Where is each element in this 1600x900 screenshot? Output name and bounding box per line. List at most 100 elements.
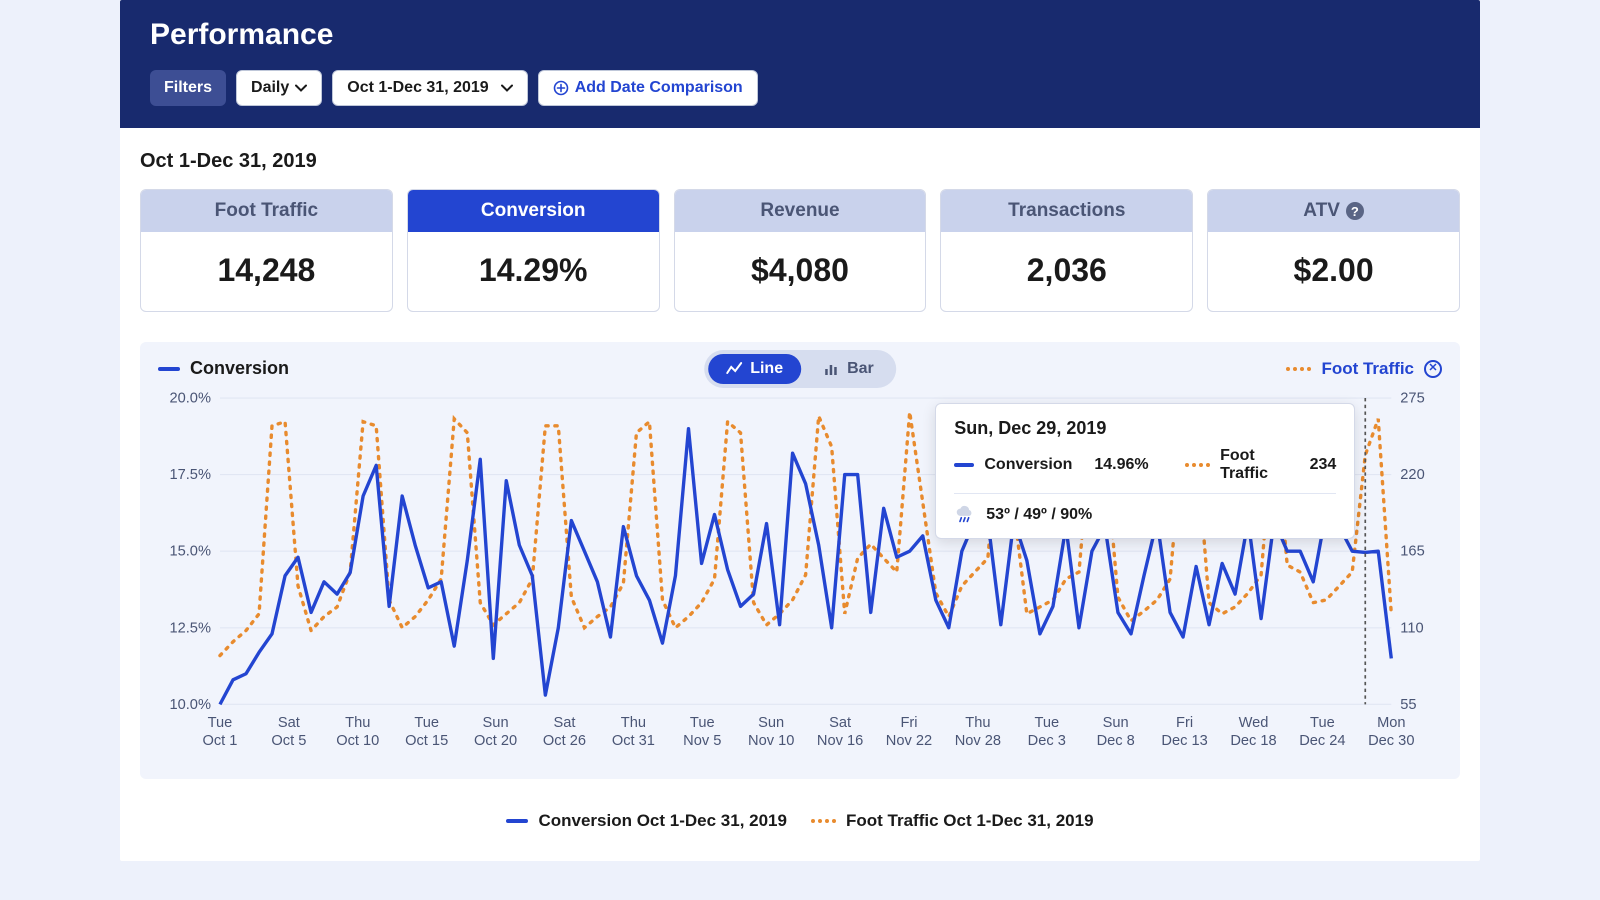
svg-text:Tue: Tue xyxy=(414,715,439,731)
filters-label: Filters xyxy=(164,79,212,97)
legend-b: Foot Traffic Oct 1-Dec 31, 2019 xyxy=(811,811,1094,831)
svg-text:Nov 16: Nov 16 xyxy=(817,733,863,749)
kpi-value: 14,248 xyxy=(141,232,392,311)
kpi-row: Foot Traffic14,248Conversion14.29%Revenu… xyxy=(140,189,1460,312)
body: Oct 1-Dec 31, 2019 Foot Traffic14,248Con… xyxy=(120,128,1480,861)
line-chart-icon xyxy=(726,361,742,377)
header: Performance Filters Daily Oct 1-Dec 31, … xyxy=(120,0,1480,128)
svg-text:Dec 8: Dec 8 xyxy=(1097,733,1135,749)
chart-tooltip: Sun, Dec 29, 2019 Conversion 14.96% Foot… xyxy=(935,403,1355,539)
series-right-label: Foot Traffic xyxy=(1321,359,1414,379)
kpi-header: ATV? xyxy=(1208,190,1459,232)
kpi-header: Transactions xyxy=(941,190,1192,232)
chart-type-toggle: Line Bar xyxy=(704,350,896,388)
daterange-label: Oct 1-Dec 31, 2019 xyxy=(347,79,488,97)
plot-area[interactable]: 10.0%12.5%15.0%17.5%20.0%55110165220275T… xyxy=(158,389,1442,761)
tooltip-values: Conversion 14.96% Foot Traffic 234 xyxy=(954,447,1336,494)
svg-text:20.0%: 20.0% xyxy=(169,391,210,407)
page-title: Performance xyxy=(150,18,1450,52)
line-swatch-icon xyxy=(158,367,180,371)
svg-text:Tue: Tue xyxy=(1310,715,1335,731)
svg-text:Oct 26: Oct 26 xyxy=(543,733,586,749)
kpi-label: Foot Traffic xyxy=(215,200,318,222)
remove-series-button[interactable]: ✕ xyxy=(1424,360,1442,378)
legend-b-text: Foot Traffic Oct 1-Dec 31, 2019 xyxy=(846,811,1094,831)
svg-text:Dec 13: Dec 13 xyxy=(1161,733,1207,749)
filters-button[interactable]: Filters xyxy=(150,70,226,106)
svg-text:15.0%: 15.0% xyxy=(169,544,210,560)
kpi-card-transactions[interactable]: Transactions2,036 xyxy=(940,189,1193,312)
tooltip-conv-value: 14.96% xyxy=(1094,456,1148,474)
tooltip-conv-label: Conversion xyxy=(984,456,1072,474)
svg-text:Wed: Wed xyxy=(1239,715,1269,731)
svg-text:Fri: Fri xyxy=(900,715,917,731)
kpi-label: Revenue xyxy=(760,200,839,222)
tooltip-ft-value: 234 xyxy=(1310,456,1337,474)
footer-legend: Conversion Oct 1-Dec 31, 2019 Foot Traff… xyxy=(140,811,1460,831)
svg-text:55: 55 xyxy=(1400,697,1416,713)
kpi-card-atv[interactable]: ATV?$2.00 xyxy=(1207,189,1460,312)
svg-text:Mon: Mon xyxy=(1377,715,1405,731)
svg-text:Oct 20: Oct 20 xyxy=(474,733,517,749)
line-swatch-icon xyxy=(954,463,974,467)
svg-text:Oct 1: Oct 1 xyxy=(202,733,237,749)
help-icon[interactable]: ? xyxy=(1346,202,1364,220)
svg-text:Oct 5: Oct 5 xyxy=(271,733,306,749)
svg-text:Sat: Sat xyxy=(829,715,851,731)
kpi-card-foot-traffic[interactable]: Foot Traffic 14,248 xyxy=(140,189,393,312)
svg-text:Oct 31: Oct 31 xyxy=(612,733,655,749)
kpi-label: Transactions xyxy=(1008,200,1125,222)
line-toggle-label: Line xyxy=(750,360,783,378)
kpi-card-revenue[interactable]: Revenue $4,080 xyxy=(674,189,927,312)
chevron-down-icon xyxy=(501,82,513,94)
series-right: Foot Traffic ✕ xyxy=(1286,359,1442,379)
svg-text:Sun: Sun xyxy=(1103,715,1129,731)
tooltip-weather-text: 53º / 49º / 90% xyxy=(986,506,1092,524)
line-toggle[interactable]: Line xyxy=(708,354,801,384)
svg-text:Nov 28: Nov 28 xyxy=(955,733,1001,749)
dotted-swatch-icon xyxy=(1286,367,1311,371)
svg-text:Oct 10: Oct 10 xyxy=(336,733,379,749)
daterange-select[interactable]: Oct 1-Dec 31, 2019 xyxy=(332,70,527,106)
kpi-label: Conversion xyxy=(481,200,586,222)
kpi-value: 14.29% xyxy=(408,232,659,311)
dotted-swatch-icon xyxy=(1185,463,1210,467)
svg-text:Nov 22: Nov 22 xyxy=(886,733,932,749)
svg-text:Nov 5: Nov 5 xyxy=(683,733,721,749)
svg-text:Sat: Sat xyxy=(553,715,575,731)
svg-text:Thu: Thu xyxy=(965,715,990,731)
svg-text:Thu: Thu xyxy=(345,715,370,731)
series-left-text: Conversion xyxy=(190,358,289,379)
bar-chart-icon xyxy=(823,361,839,377)
tooltip-date: Sun, Dec 29, 2019 xyxy=(954,418,1336,439)
svg-text:275: 275 xyxy=(1400,391,1424,407)
tooltip-weather: 53º / 49º / 90% xyxy=(954,494,1336,526)
tooltip-ft-label: Foot Traffic xyxy=(1220,447,1300,483)
dotted-swatch-icon xyxy=(811,819,836,823)
svg-text:Tue: Tue xyxy=(208,715,233,731)
svg-text:Sat: Sat xyxy=(278,715,300,731)
period-label: Daily xyxy=(251,79,289,97)
rain-icon xyxy=(954,504,976,526)
bar-toggle[interactable]: Bar xyxy=(805,354,892,384)
kpi-value: $2.00 xyxy=(1208,232,1459,311)
kpi-header: Foot Traffic xyxy=(141,190,392,232)
kpi-value: $4,080 xyxy=(675,232,926,311)
kpi-card-conversion[interactable]: Conversion 14.29% xyxy=(407,189,660,312)
period-select[interactable]: Daily xyxy=(236,70,322,106)
chevron-down-icon xyxy=(295,82,307,94)
svg-text:Dec 3: Dec 3 xyxy=(1028,733,1066,749)
kpi-header: Conversion xyxy=(408,190,659,232)
add-comparison-label: Add Date Comparison xyxy=(575,79,743,97)
legend-a-text: Conversion Oct 1-Dec 31, 2019 xyxy=(538,811,787,831)
plus-circle-icon xyxy=(553,80,569,96)
line-swatch-icon xyxy=(506,819,528,823)
svg-text:Nov 10: Nov 10 xyxy=(748,733,794,749)
add-comparison-button[interactable]: Add Date Comparison xyxy=(538,70,758,106)
svg-text:Thu: Thu xyxy=(621,715,646,731)
daterange-subheader: Oct 1-Dec 31, 2019 xyxy=(140,150,1460,173)
svg-text:17.5%: 17.5% xyxy=(169,467,210,483)
svg-text:Tue: Tue xyxy=(1034,715,1059,731)
svg-text:12.5%: 12.5% xyxy=(169,620,210,636)
chart-header: Conversion Line Bar F xyxy=(158,358,1442,379)
